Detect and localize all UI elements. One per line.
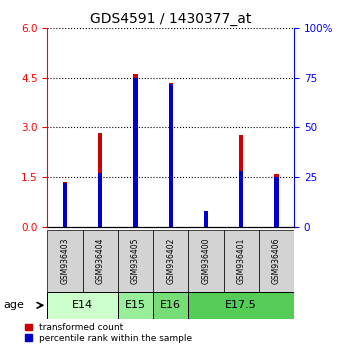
Bar: [133, 78, 138, 227]
Bar: [153, 292, 188, 319]
Bar: [63, 183, 67, 227]
Text: GSM936404: GSM936404: [96, 238, 105, 284]
Bar: [98, 173, 102, 227]
Text: GSM936402: GSM936402: [166, 238, 175, 284]
Text: E17.5: E17.5: [225, 300, 257, 310]
Bar: [204, 211, 208, 227]
Bar: [188, 230, 223, 292]
Legend: transformed count, percentile rank within the sample: transformed count, percentile rank withi…: [25, 323, 192, 343]
Bar: [223, 230, 259, 292]
Bar: [63, 182, 67, 227]
Bar: [118, 292, 153, 319]
Bar: [239, 171, 243, 227]
Bar: [133, 74, 138, 227]
Text: GSM936400: GSM936400: [201, 238, 211, 284]
Text: GSM936405: GSM936405: [131, 238, 140, 284]
Text: GSM936406: GSM936406: [272, 238, 281, 284]
Bar: [118, 230, 153, 292]
Title: GDS4591 / 1430377_at: GDS4591 / 1430377_at: [90, 12, 251, 26]
Bar: [98, 133, 102, 227]
Bar: [274, 175, 279, 227]
Text: GSM936403: GSM936403: [61, 238, 69, 284]
Text: E15: E15: [125, 300, 146, 310]
Text: age: age: [3, 300, 24, 310]
Bar: [82, 230, 118, 292]
Bar: [47, 292, 118, 319]
Bar: [204, 218, 208, 227]
Bar: [239, 135, 243, 227]
Bar: [169, 83, 173, 227]
Text: E14: E14: [72, 300, 93, 310]
Bar: [47, 230, 82, 292]
Text: GSM936401: GSM936401: [237, 238, 246, 284]
Bar: [153, 230, 188, 292]
Bar: [169, 84, 173, 227]
Bar: [259, 230, 294, 292]
Bar: [188, 292, 294, 319]
Text: E16: E16: [160, 300, 181, 310]
Bar: [274, 177, 279, 227]
